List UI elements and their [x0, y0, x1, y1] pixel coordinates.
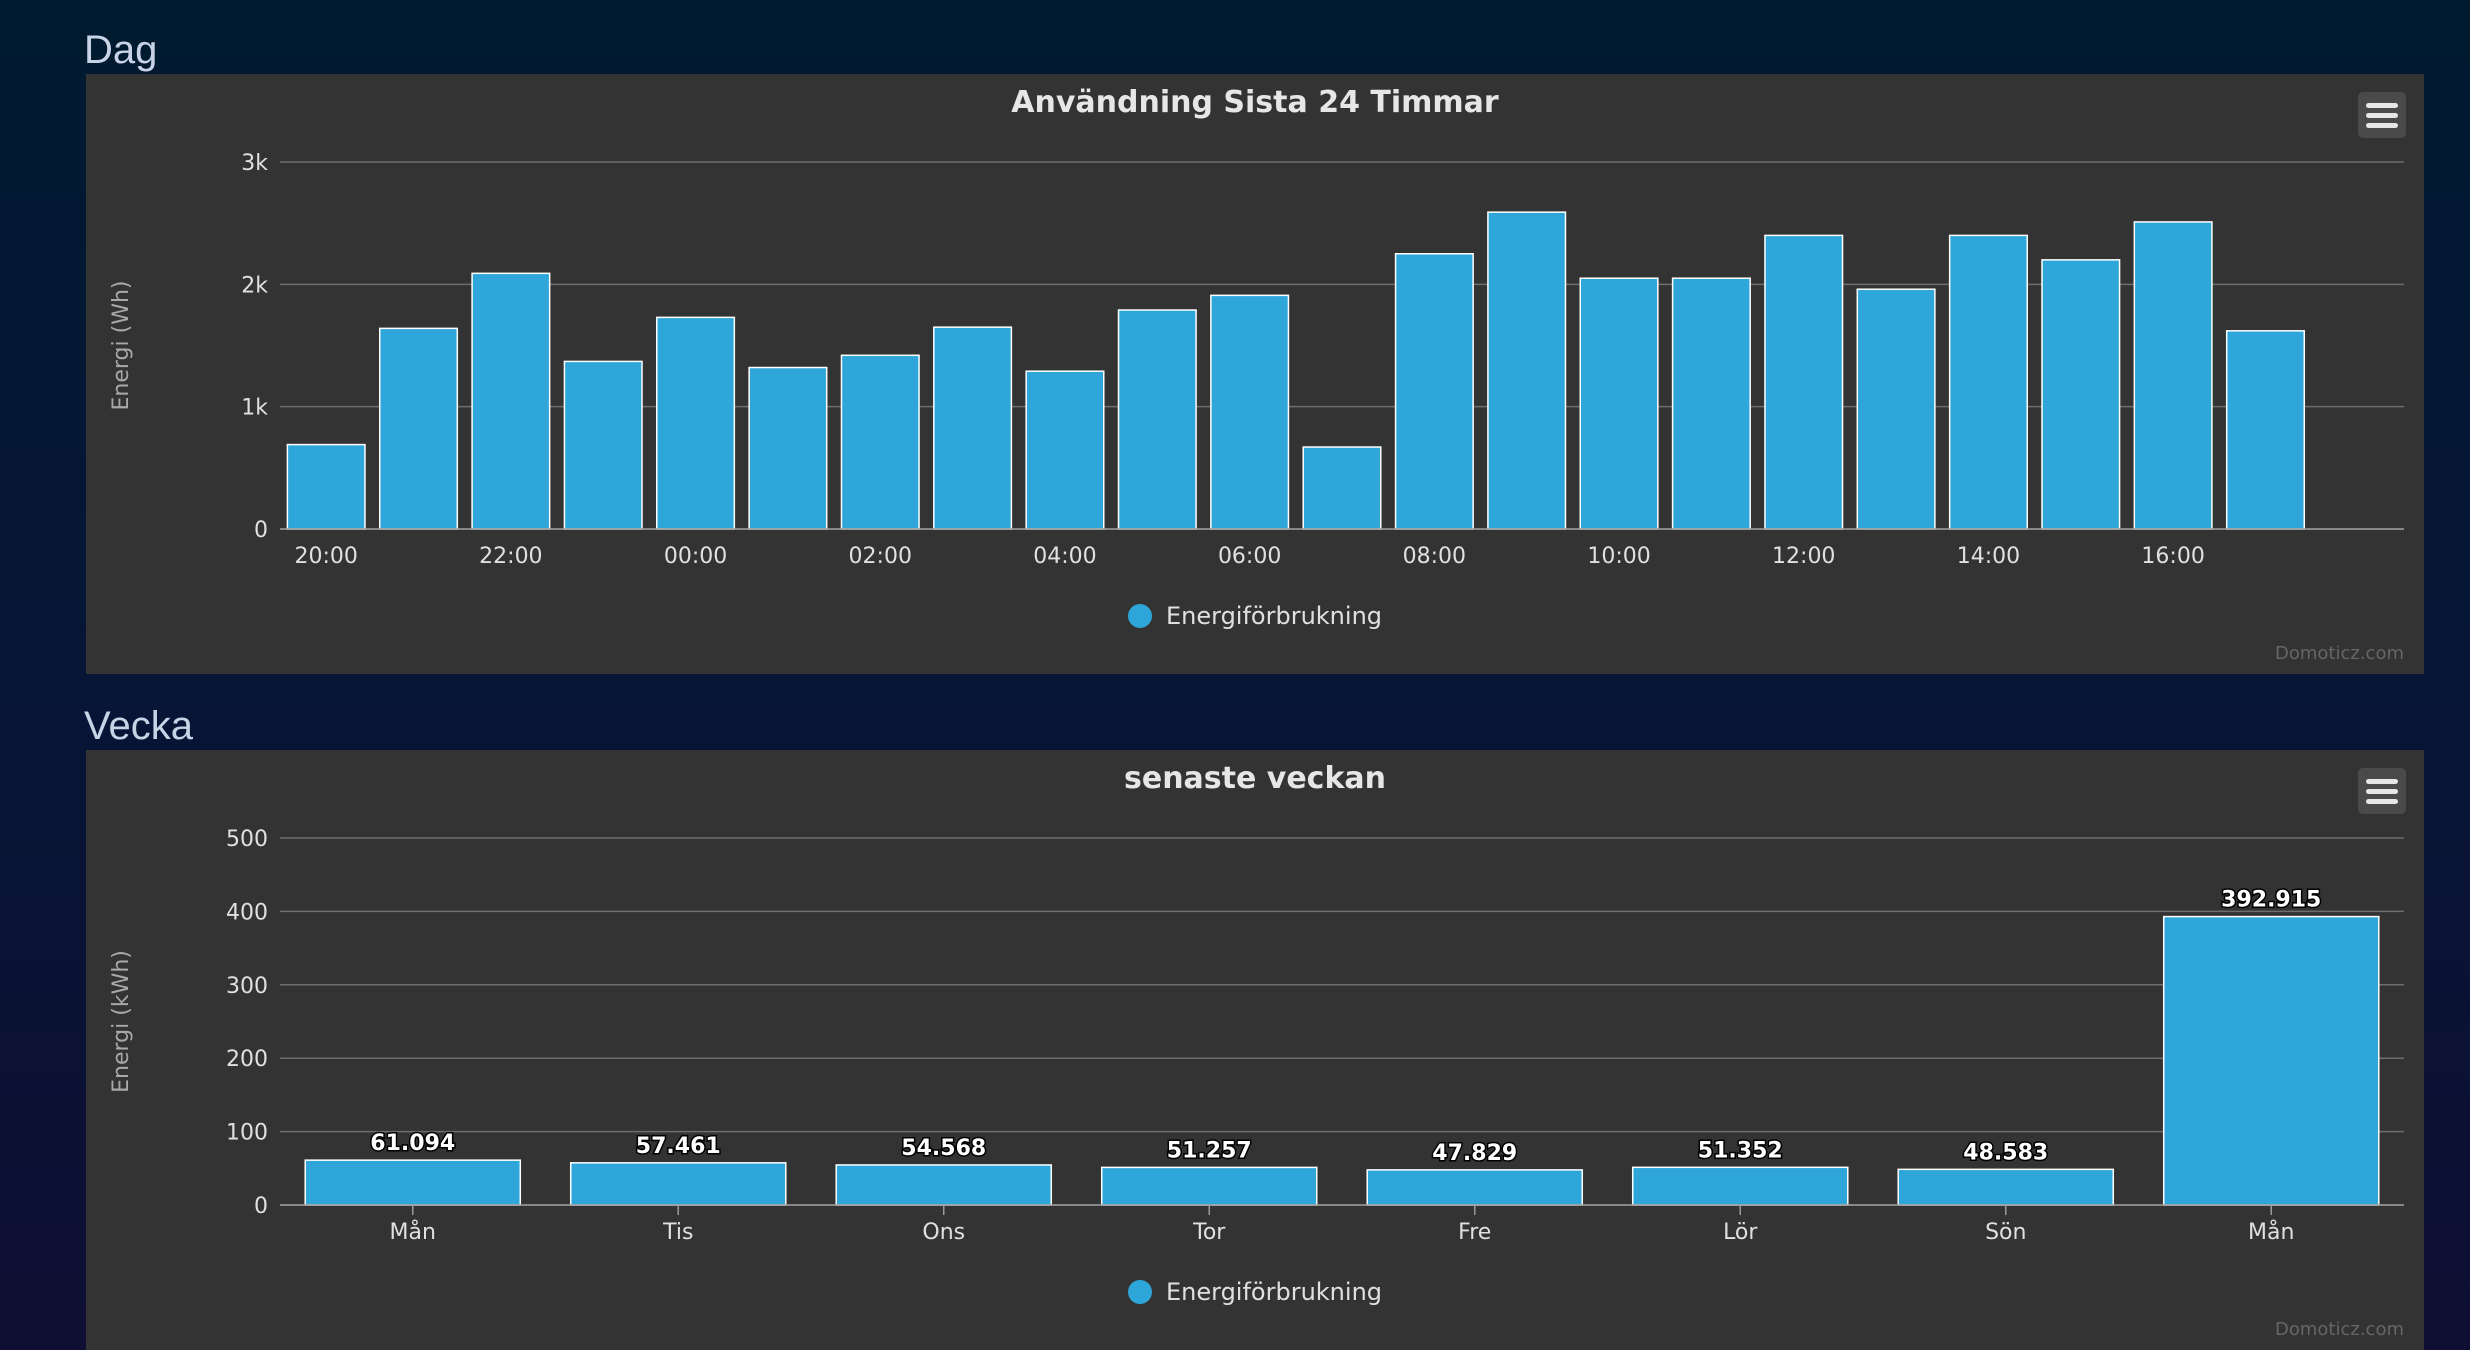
data-label: 51.352: [1698, 1138, 1783, 1163]
chart-day: Användning Sista 24 Timmar 0 1k 2k 3k Energi …: [109, 85, 2404, 569]
bar: [1366, 1169, 1584, 1206]
x-tick-label: Tor: [1192, 1220, 1226, 1245]
data-label: 54.568: [901, 1136, 986, 1161]
data-label: 61.094: [370, 1131, 455, 1156]
data-label: 392.915: [2221, 888, 2321, 913]
bar: [2133, 221, 2213, 530]
bar: [835, 1164, 1053, 1206]
credit-link-day[interactable]: Domoticz.com: [2275, 643, 2404, 664]
data-label: 51.257: [1167, 1138, 1252, 1163]
legend-marker-icon: [1127, 604, 1152, 628]
bar: [2041, 259, 2121, 530]
bar: [748, 366, 828, 530]
x-tick-label: Sön: [1985, 1220, 2026, 1245]
bar: [1025, 370, 1105, 530]
bar: [569, 1162, 787, 1206]
x-tick-label: 20:00: [294, 544, 357, 569]
y-axis-label: Energi (Wh): [109, 281, 134, 411]
chart-panel-day: Användning Sista 24 Timmar 0 1k 2k 3k Energi …: [86, 74, 2424, 674]
data-label: 57.461: [636, 1134, 721, 1159]
bar: [1631, 1166, 1849, 1206]
bar: [1117, 309, 1197, 530]
bar: [563, 360, 643, 530]
bar: [1856, 288, 1936, 530]
y-tick-label: 500: [226, 827, 268, 852]
hamburger-icon: [2366, 112, 2398, 118]
legend-week[interactable]: Energiförbrukning: [86, 1278, 2424, 1306]
bar: [1948, 234, 2028, 530]
x-tick-label: Mån: [390, 1219, 436, 1245]
x-tick-label: Ons: [922, 1220, 965, 1245]
x-tick-label: 02:00: [849, 544, 912, 569]
bar: [933, 326, 1013, 530]
bar: [1764, 234, 1844, 530]
data-label: 48.583: [1963, 1140, 2048, 1165]
chart-menu-button-week[interactable]: [2358, 768, 2406, 814]
x-tick-label: 10:00: [1587, 544, 1650, 569]
legend-label-day: Energiförbrukning: [1165, 602, 1383, 630]
x-tick-label: Lör: [1723, 1220, 1758, 1245]
bar: [1579, 277, 1659, 530]
bar: [1897, 1168, 2115, 1206]
bar: [1302, 446, 1382, 530]
x-tick-label: 22:00: [479, 544, 542, 569]
x-tick-label: 12:00: [1772, 544, 1835, 569]
bar: [2225, 330, 2306, 530]
y-tick-label: 0: [254, 1194, 268, 1219]
bar: [1487, 211, 1567, 530]
bar: [656, 316, 736, 530]
y-tick-label: 2k: [241, 273, 268, 298]
y-tick-label: 0: [254, 518, 268, 543]
hamburger-icon: [2366, 122, 2398, 128]
x-tick-label: 08:00: [1403, 544, 1466, 569]
x-tick-label: Tis: [662, 1220, 693, 1245]
x-tick-label: Mån: [2248, 1219, 2294, 1245]
x-tick-label: 16:00: [2141, 544, 2204, 569]
x-tick-label: 00:00: [664, 544, 727, 569]
bar: [1210, 294, 1290, 530]
legend-marker-icon: [1127, 1280, 1152, 1304]
hamburger-icon: [2366, 788, 2398, 794]
bar: [1394, 253, 1474, 530]
bar: [1671, 277, 1751, 530]
credit-link-week[interactable]: Domoticz.com: [2275, 1319, 2404, 1340]
hamburger-icon: [2366, 102, 2398, 108]
y-tick-label: 400: [226, 900, 268, 925]
hamburger-icon: [2366, 778, 2398, 784]
chart-title: senaste veckan: [1124, 761, 1386, 796]
y-tick-label: 200: [226, 1047, 268, 1072]
bar: [286, 443, 366, 530]
bar: [471, 272, 551, 530]
y-tick-label: 300: [226, 974, 268, 999]
legend-day[interactable]: Energiförbrukning: [86, 602, 2424, 630]
x-tick-label: Fre: [1458, 1220, 1491, 1245]
y-tick-label: 100: [226, 1121, 268, 1146]
section-title-day: Dag: [84, 28, 158, 72]
x-tick-label: 14:00: [1957, 544, 2020, 569]
y-tick-label: 1k: [241, 396, 268, 421]
legend-label-week: Energiförbrukning: [1165, 1278, 1383, 1306]
bar: [840, 354, 920, 530]
bar: [1100, 1166, 1318, 1206]
chart-menu-button-day[interactable]: [2358, 92, 2406, 138]
bar: [2162, 915, 2380, 1206]
bar: [378, 327, 459, 530]
hamburger-icon: [2366, 798, 2398, 804]
y-tick-label: 3k: [241, 151, 268, 176]
y-axis-label: Energi (kWh): [109, 950, 134, 1093]
chart-week: senaste veckan 0 100 200 300 400 500 Energi (kW…: [109, 761, 2404, 1245]
chart-panel-week: senaste veckan 0 100 200 300 400 500 Energi (kW…: [86, 750, 2424, 1350]
x-tick-label: 04:00: [1033, 544, 1096, 569]
section-title-week: Vecka: [84, 704, 193, 748]
chart-title: Användning Sista 24 Timmar: [1011, 85, 1499, 120]
data-label: 47.829: [1432, 1141, 1517, 1166]
bar: [304, 1159, 522, 1206]
x-tick-label: 06:00: [1218, 544, 1281, 569]
